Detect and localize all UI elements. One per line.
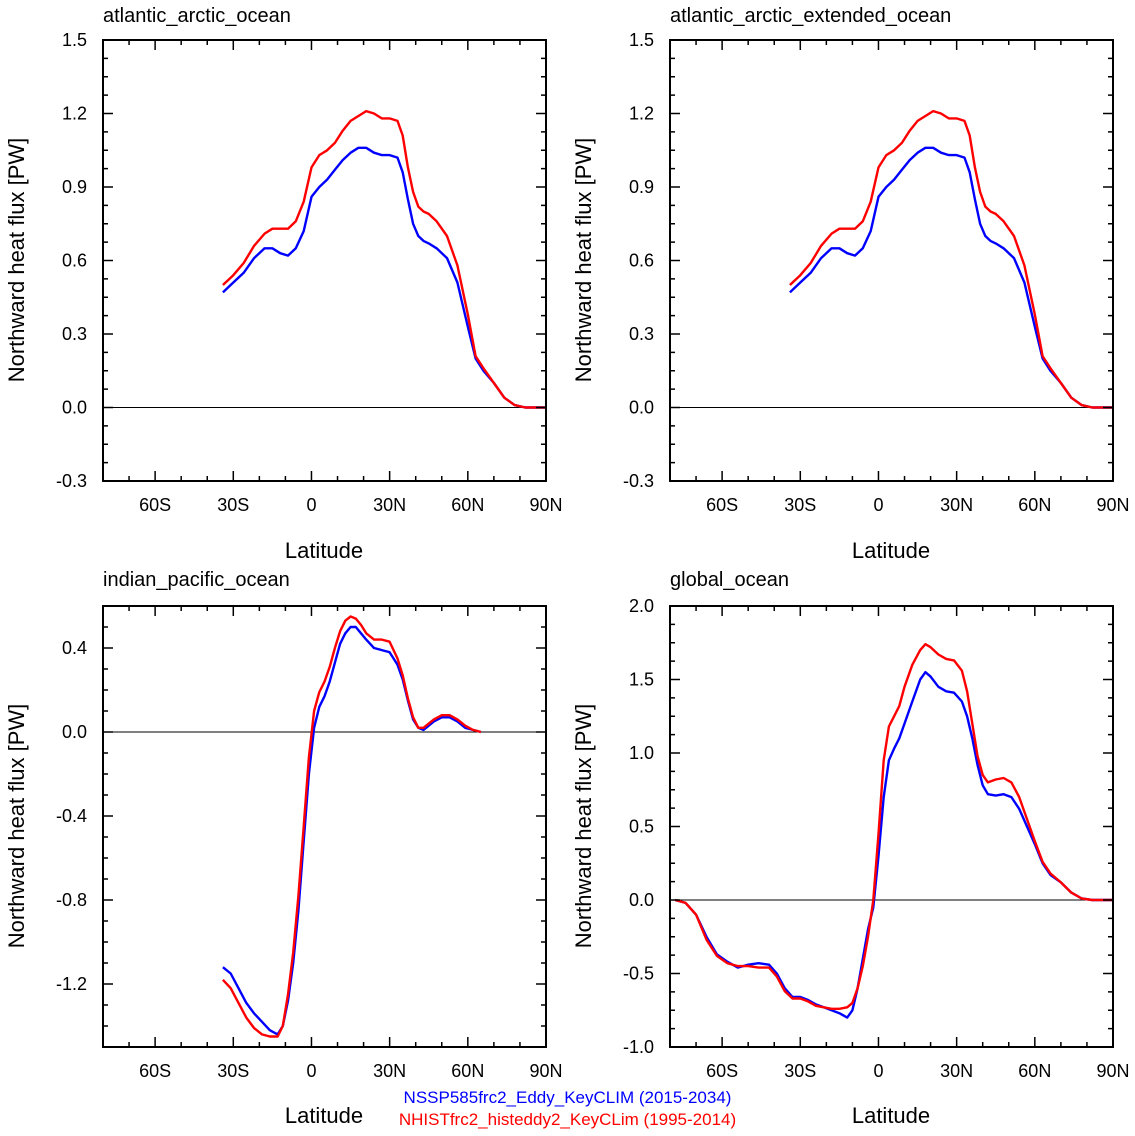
y-tick-label: 2.0 (629, 596, 654, 616)
y-tick-label: 0.6 (629, 251, 654, 271)
y-tick-label: -1.2 (56, 974, 87, 994)
series-line-hist (222, 109, 546, 409)
plot-frame (102, 39, 547, 482)
x-tick-label: 60S (139, 495, 171, 515)
x-tick-label: 30N (940, 495, 973, 515)
x-tick-label: 90N (529, 1061, 562, 1081)
series-line-ssp585 (789, 146, 1113, 409)
x-tick-label: 0 (873, 495, 883, 515)
y-tick-label: -1.0 (623, 1037, 654, 1057)
panel-title: global_ocean (670, 569, 789, 591)
y-tick-label: 1.5 (629, 670, 654, 690)
x-tick-label: 30S (217, 1061, 249, 1081)
panel-indian-pacific: indian_pacific_ocean Latitude Northward … (4, 569, 563, 1128)
x-tick-label: 30N (373, 495, 406, 515)
x-tick-label: 60N (1018, 495, 1051, 515)
y-tick-label: 0.0 (62, 722, 87, 742)
x-axis-label: Latitude (852, 1103, 930, 1128)
plot-frame (102, 605, 547, 1048)
y-tick-label: -0.5 (623, 964, 654, 984)
x-tick-label: 0 (873, 1061, 883, 1081)
y-axis-label: Northward heat flux [PW] (571, 704, 596, 949)
x-tick-label: 60N (451, 495, 484, 515)
series-line-ssp585 (222, 625, 482, 1036)
panel-global: global_ocean Latitude Northward heat flu… (571, 569, 1130, 1128)
x-tick-label: 0 (306, 1061, 316, 1081)
x-tick-label: 60S (706, 495, 738, 515)
y-tick-label: 0.4 (62, 638, 87, 658)
x-tick-label: 60S (139, 1061, 171, 1081)
y-tick-label: 1.0 (629, 743, 654, 763)
x-tick-label: 60S (706, 1061, 738, 1081)
panel-atlantic-arctic: atlantic_arctic_ocean Latitude Northward… (4, 5, 563, 563)
legend-ssp585: NSSP585frc2_Eddy_KeyCLIM (2015-2034) (403, 1088, 732, 1107)
y-axis-label: Northward heat flux [PW] (4, 704, 29, 949)
y-tick-label: 1.2 (629, 104, 654, 124)
y-tick-label: -0.3 (623, 471, 654, 491)
x-tick-label: 90N (1096, 495, 1129, 515)
y-tick-label: 0.9 (62, 177, 87, 197)
y-tick-label: 0.0 (62, 398, 87, 418)
series-line-ssp585 (674, 671, 1113, 1019)
y-tick-label: 1.2 (62, 104, 87, 124)
panel-title: atlantic_arctic_extended_ocean (670, 5, 951, 27)
x-tick-label: 90N (529, 495, 562, 515)
y-axis-label: Northward heat flux [PW] (571, 138, 596, 383)
panel-title: indian_pacific_ocean (103, 569, 290, 591)
x-tick-label: 30N (373, 1061, 406, 1081)
x-tick-label: 30S (784, 1061, 816, 1081)
series-line-ssp585 (222, 146, 546, 409)
x-tick-label: 60N (451, 1061, 484, 1081)
panel-atlantic-arctic-extended: atlantic_arctic_extended_ocean Latitude … (571, 5, 1130, 563)
y-tick-label: -0.4 (56, 806, 87, 826)
x-axis-label: Latitude (285, 1103, 363, 1128)
y-tick-label: 0.3 (62, 324, 87, 344)
series-line-hist (789, 109, 1113, 409)
plot-frame (669, 39, 1114, 482)
panel-title: atlantic_arctic_ocean (103, 5, 291, 27)
x-tick-label: 30N (940, 1061, 973, 1081)
y-tick-label: 1.5 (62, 30, 87, 50)
y-tick-label: -0.8 (56, 890, 87, 910)
y-tick-label: 0.6 (62, 251, 87, 271)
series-line-hist (674, 643, 1113, 1010)
legend-hist: NHISTfrc2_histeddy2_KeyCLim (1995-2014) (398, 1110, 737, 1129)
y-tick-label: 0.5 (629, 817, 654, 837)
x-tick-label: 60N (1018, 1061, 1051, 1081)
x-tick-label: 0 (306, 495, 316, 515)
x-axis-label: Latitude (285, 538, 363, 563)
series-line-hist (222, 615, 482, 1038)
y-tick-label: -0.3 (56, 471, 87, 491)
y-tick-label: 0.3 (629, 324, 654, 344)
y-tick-label: 0.0 (629, 890, 654, 910)
y-tick-label: 1.5 (629, 30, 654, 50)
y-tick-label: 0.9 (629, 177, 654, 197)
x-tick-label: 30S (784, 495, 816, 515)
x-tick-label: 90N (1096, 1061, 1129, 1081)
y-axis-label: Northward heat flux [PW] (4, 138, 29, 383)
x-tick-label: 30S (217, 495, 249, 515)
y-tick-label: 0.0 (629, 398, 654, 418)
x-axis-label: Latitude (852, 538, 930, 563)
plot-frame (669, 605, 1114, 1048)
